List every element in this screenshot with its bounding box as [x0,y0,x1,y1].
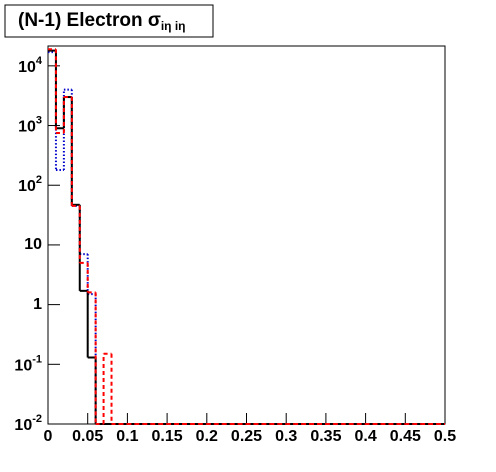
y-tick-label: 104 [18,55,43,76]
y-tick-label: 10-1 [14,353,42,374]
y-tick-base: 10 [14,358,32,375]
x-tick-label: 0.1 [116,428,138,445]
chart-title: (N-1) Electron σiη iη [18,10,186,33]
x-tick-label: 0.15 [152,428,183,445]
x-tick-label: 0.35 [310,428,341,445]
x-tick-label: 0.05 [72,428,103,445]
y-tick-exponent: 2 [36,174,42,186]
y-tick-label: 102 [18,174,42,195]
title-box [4,4,214,38]
x-tick-label: 0 [44,428,53,445]
x-tick-label: 0.3 [275,428,297,445]
x-tick-label: 0.5 [434,428,456,445]
histogram-series [48,48,445,425]
y-tick-exponent: 3 [36,114,42,126]
y-tick-label: 10 [24,236,42,253]
x-tick-label: 0.25 [231,428,262,445]
y-tick-exponent: -1 [32,353,42,365]
y-tick-exponent: -2 [32,413,42,425]
x-tick-label: 0.2 [196,428,218,445]
y-tick-exponent: 4 [36,55,43,67]
y-tick-base: 10 [18,59,36,76]
y-tick-label: 1 [33,296,42,313]
y-tick-base: 10 [14,417,32,434]
title-main: (N-1) Electron σ [18,10,161,31]
y-tick-base: 10 [18,178,36,195]
title-subscript: iη iη [161,19,186,33]
x-tick-label: 0.45 [390,428,421,445]
y-tick-label: 10-2 [14,413,42,434]
y-tick-label: 103 [18,114,42,135]
x-tick-label: 0.4 [354,428,376,445]
y-tick-base: 10 [18,119,36,136]
